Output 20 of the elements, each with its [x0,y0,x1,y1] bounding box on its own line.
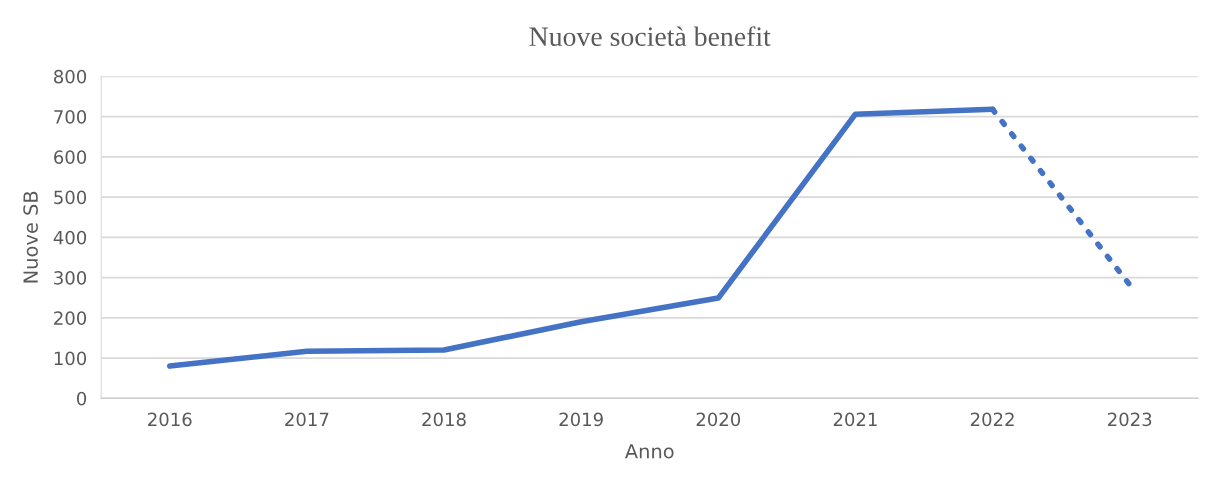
y-tick-label: 700 [54,110,87,124]
y-tick-label: 600 [54,150,87,164]
x-tick-label: 2019 [559,412,603,427]
y-tick-label: 200 [54,311,87,325]
y-tick-label: 400 [53,230,87,245]
x-tick-label: 2021 [833,412,877,427]
x-tick-label: 2018 [422,412,466,427]
x-tick-label: 2016 [148,412,192,427]
y-tick-label: 800 [54,69,87,84]
y-tick-label: 300 [54,271,87,285]
x-tick-label: 2023 [1108,412,1152,427]
x-axis-title: Anno [624,444,674,459]
y-tick-label: 500 [54,190,87,205]
x-tick-label: 2017 [285,412,329,427]
chart-title: Nuove società benefit [529,26,771,47]
x-tick-label: 2020 [696,412,741,427]
y-tick-label: 0 [76,391,87,406]
y-tick-label: 100 [54,351,87,366]
x-tick-label: 2022 [970,412,1014,427]
y-axis-title: Nuove SB [23,191,38,283]
